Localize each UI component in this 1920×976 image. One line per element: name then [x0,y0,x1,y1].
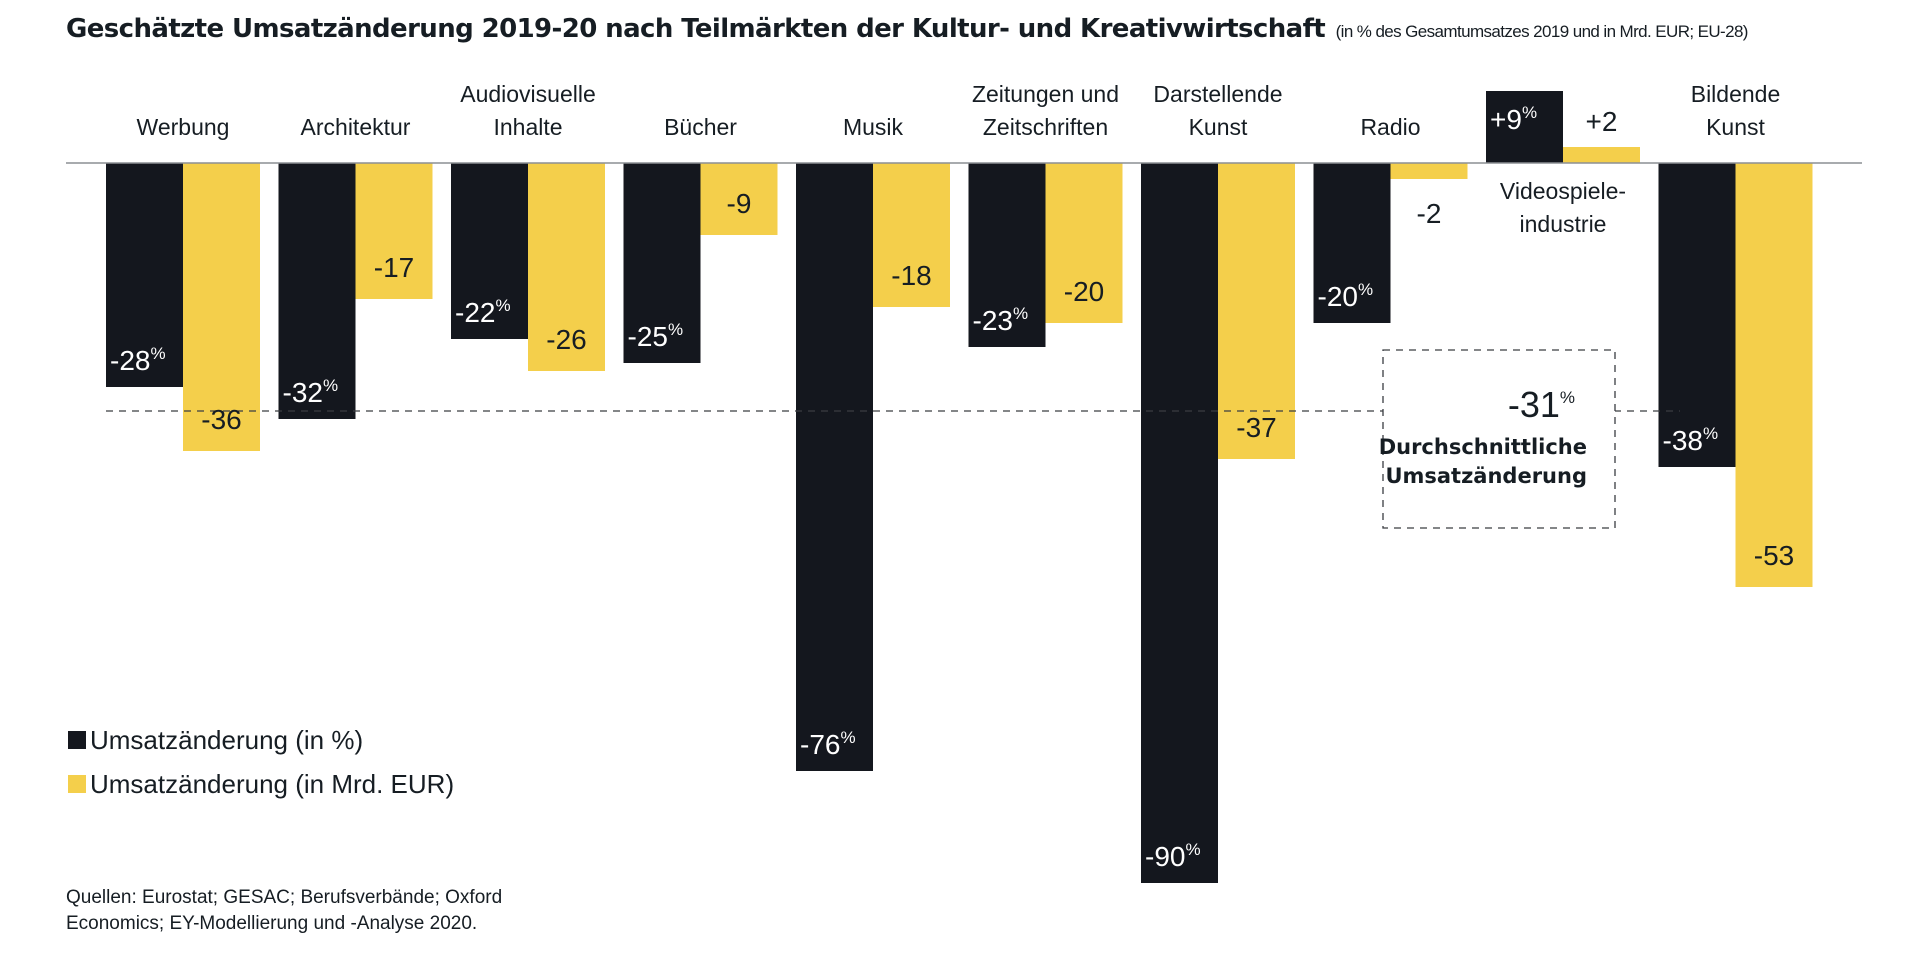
chart-subtitle: (in % des Gesamtumsatzes 2019 und in Mrd… [1335,22,1749,41]
percent-sign: % [668,320,683,339]
bar-eur [700,163,778,235]
category-label: Kunst [1706,114,1765,140]
category-label: Radio [1360,114,1420,140]
value-label-eur: -2 [1417,198,1442,229]
value-label-eur: -20 [1064,276,1104,307]
legend-label-percent: Umsatzänderung (in %) [90,724,364,755]
bar-percent [1141,163,1218,883]
category-label: Zeitschriften [983,114,1108,140]
bar-eur [1218,163,1295,459]
bar-percent [1486,91,1563,163]
bar-percent [968,163,1046,347]
average-percent-sign: % [1560,388,1575,407]
bar-eur [873,163,950,307]
bar-percent [796,163,873,771]
category-label: Videospiele- [1500,178,1626,204]
category-label: Architektur [301,114,411,140]
bar-percent [106,163,183,387]
value-label-eur: -36 [201,404,241,435]
category-label: Zeitungen und [972,81,1119,107]
value-label-eur: +2 [1586,106,1618,137]
bar-percent [1658,163,1736,467]
value-label-percent: -22% [455,296,511,328]
bar-eur [1563,147,1640,163]
bar-eur [528,163,605,371]
labels-layer: Werbung-28%-36Architektur-32%-17Audiovis… [110,81,1794,872]
source-line-2: Economics; EY-Modellierung und -Analyse … [66,913,478,934]
percent-sign: % [1013,304,1028,323]
percent-sign: % [323,376,338,395]
value-label-eur: -26 [546,324,586,355]
bar-eur [183,163,260,451]
value-label-eur: -18 [891,260,931,291]
chart-title: Geschätzte Umsatzänderung 2019-20 nach T… [66,14,1326,44]
category-label: Darstellende [1153,81,1282,107]
value-label-eur: -9 [727,188,752,219]
category-label: Werbung [137,114,230,140]
category-label: Audiovisuelle [460,81,596,107]
category-label: Kunst [1189,114,1248,140]
category-label: Inhalte [493,114,562,140]
value-label-eur: -53 [1754,540,1794,571]
category-label: Musik [843,114,904,140]
legend-item-eur: Umsatzänderung (in Mrd. EUR) [68,762,454,806]
category-label: Bücher [664,114,737,140]
average-box [1382,349,1616,529]
source-note: Quellen: Eurostat; GESAC; Berufsverbände… [66,885,586,937]
title-row: Geschätzte Umsatzänderung 2019-20 nach T… [66,14,1748,44]
bar-eur [355,163,433,299]
bar-eur [1390,163,1468,179]
value-label-eur: -37 [1236,412,1276,443]
percent-sign: % [495,296,510,315]
bar-percent [1313,163,1391,323]
bar-percent [451,163,528,339]
source-line-1: Quellen: Eurostat; GESAC; Berufsverbände… [66,887,503,908]
percent-sign: % [840,728,855,747]
value-label-percent: -23% [973,304,1029,336]
value-label-eur: -17 [374,252,414,283]
bar-percent [623,163,701,363]
percent-sign: % [1185,840,1200,859]
percent-sign: % [1358,280,1373,299]
category-label: industrie [1520,211,1607,237]
bar-eur [1735,163,1813,587]
percent-sign: % [1703,424,1718,443]
percent-sign: % [1522,103,1537,122]
bar-eur [1045,163,1123,323]
bar-percent [278,163,356,419]
legend-item-percent: Umsatzänderung (in %) [68,718,454,762]
percent-sign: % [150,344,165,363]
legend: Umsatzänderung (in %) Umsatzänderung (in… [68,718,454,806]
category-label: Bildende [1691,81,1781,107]
legend-swatch-percent [68,731,86,749]
average-label-line: Durchschnittliche [1379,435,1587,459]
average-label-line: Umsatzänderung [1385,464,1587,488]
legend-swatch-eur [68,775,86,793]
bars-layer [106,91,1813,883]
legend-label-eur: Umsatzänderung (in Mrd. EUR) [90,768,455,799]
